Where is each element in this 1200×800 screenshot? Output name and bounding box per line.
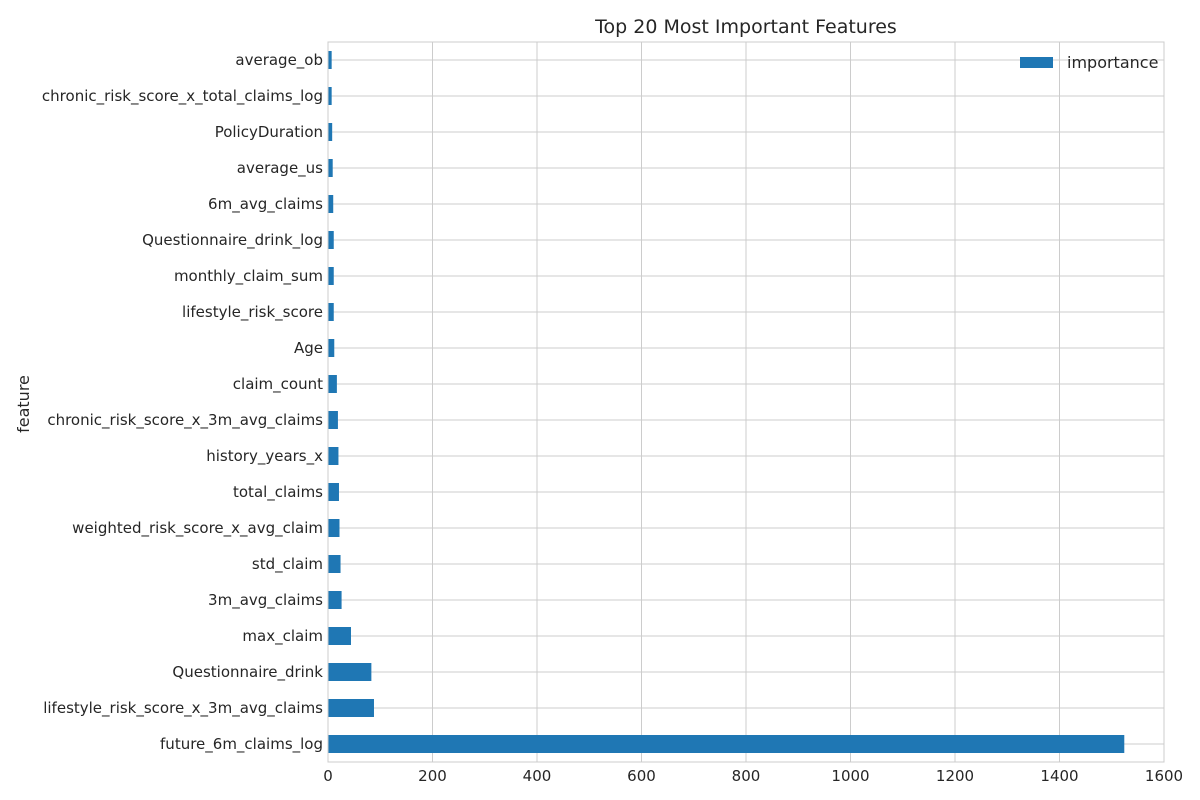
x-tick-labels: 0 200 400 600 800 1000 1200 1400 1600 [323, 767, 1183, 785]
y-tick-label: chronic_risk_score_x_3m_avg_claims [47, 411, 323, 430]
legend-swatch [1020, 57, 1053, 68]
bar-average_ob [328, 51, 332, 69]
chart-title: Top 20 Most Important Features [594, 16, 897, 38]
bar-history_years_x [328, 447, 339, 465]
x-tick-label: 400 [523, 767, 552, 785]
bar-chronic_risk_score_x_total_claims_log [328, 87, 332, 105]
legend: importance [1020, 53, 1158, 72]
bar-future_6m_claims_log [328, 735, 1125, 753]
bar-Questionnaire_drink [328, 663, 372, 681]
bars [328, 51, 1125, 753]
bar-average_us [328, 159, 333, 177]
x-tick-label: 1200 [936, 767, 974, 785]
y-tick-label: chronic_risk_score_x_total_claims_log [42, 87, 323, 106]
y-tick-label: lifestyle_risk_score [182, 303, 323, 322]
y-tick-label: PolicyDuration [215, 123, 323, 141]
y-axis-label: feature [14, 375, 33, 433]
y-tick-label: 3m_avg_claims [208, 591, 323, 610]
bar-std_claim [328, 555, 341, 573]
x-tick-label: 0 [323, 767, 333, 785]
y-tick-label: monthly_claim_sum [174, 267, 323, 286]
bar-max_claim [328, 627, 351, 645]
y-tick-labels: future_6m_claims_log lifestyle_risk_score… [42, 51, 323, 754]
y-tick-label: total_claims [233, 483, 323, 502]
y-tick-label: Questionnaire_drink [172, 663, 323, 682]
y-tick-label: average_us [237, 159, 323, 178]
x-tick-label: 1600 [1145, 767, 1183, 785]
x-tick-label: 200 [418, 767, 447, 785]
bar-claim_count [328, 375, 337, 393]
plot-frame [327, 41, 1165, 763]
y-tick-label: average_ob [235, 51, 323, 70]
y-tick-label: history_years_x [206, 447, 323, 466]
bar-PolicyDuration [328, 123, 333, 141]
bar-3m_avg_claims [328, 591, 342, 609]
y-tick-label: Age [294, 339, 323, 357]
x-tick-label: 800 [732, 767, 761, 785]
y-tick-label: future_6m_claims_log [160, 735, 323, 754]
y-tick-label: max_claim [242, 627, 323, 646]
bar-6m_avg_claims [328, 195, 334, 213]
bar-lifestyle_risk_score_x_3m_avg_claims [328, 699, 374, 717]
bar-lifestyle_risk_score [328, 303, 334, 321]
bar-monthly_claim_sum [328, 267, 334, 285]
x-tick-label: 1000 [831, 767, 869, 785]
bar-Questionnaire_drink_log [328, 231, 334, 249]
x-tick-label: 1400 [1040, 767, 1078, 785]
y-tick-label: lifestyle_risk_score_x_3m_avg_claims [43, 699, 323, 718]
y-tick-label: claim_count [233, 375, 323, 394]
bar-chronic_risk_score_x_3m_avg_claims [328, 411, 338, 429]
y-tick-label: weighted_risk_score_x_avg_claim [72, 519, 323, 538]
bar-weighted_risk_score_x_avg_claim [328, 519, 340, 537]
legend-label: importance [1067, 53, 1158, 72]
y-tick-label: std_claim [252, 555, 323, 574]
y-tick-label: 6m_avg_claims [208, 195, 323, 214]
x-tick-label: 600 [627, 767, 656, 785]
y-tick-label: Questionnaire_drink_log [142, 231, 323, 250]
bar-total_claims [328, 483, 339, 501]
grid-lines [327, 42, 1165, 762]
bar-Age [328, 339, 335, 357]
